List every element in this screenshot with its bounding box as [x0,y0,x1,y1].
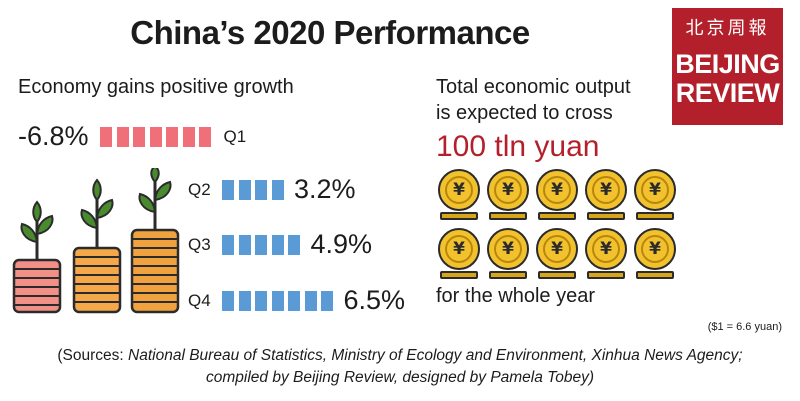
bar-segment-q1 [182,127,195,147]
bar-segment-q2 [238,180,251,200]
coin-stack-small [12,200,62,314]
sources-prefix: (Sources: [57,347,129,364]
yuan-symbol: ¥ [592,176,620,204]
output-heading-line1: Total economic output [436,76,631,98]
yuan-symbol: ¥ [494,176,522,204]
logo-chinese-text: 北京周報 [685,18,770,39]
bar-segment-q2 [255,180,267,200]
coin-base [636,271,674,279]
bar-segment-q1 [116,127,129,147]
bar-segment-q1 [199,127,211,147]
bar-segment-q3 [255,235,267,255]
bar-segment-q1 [166,127,178,147]
sources-list: National Bureau of Statistics, Ministry … [128,347,743,364]
bar-segment-q4 [271,291,284,311]
coin-base [489,271,527,279]
output-heading-line2: is expected to cross [436,102,613,124]
exchange-rate-note: ($1 = 6.6 yuan) [707,321,782,333]
value-label-q2: 3.2% [294,174,356,204]
bar-segment-q3 [288,235,300,255]
coin-base [587,212,625,220]
coin-base [440,271,478,279]
yuan-coin-icon: ¥ [438,169,480,211]
coin-base [489,212,527,220]
category-label-q3: Q3 [188,235,211,254]
bar-segment-q4 [321,291,333,311]
bar-segment-q4 [238,291,251,311]
logo-line2: REVIEW [675,78,780,108]
plant-coin-stacks-illustration [12,168,180,314]
category-label-q1: Q1 [223,127,247,146]
yuan-coin-icon: ¥ [487,169,529,211]
yuan-symbol: ¥ [641,176,669,204]
yuan-coin-icon: ¥ [536,228,578,270]
coin-base [440,212,478,220]
bar-segment-q1 [100,127,112,147]
yuan-symbol: ¥ [543,235,571,263]
yuan-coin-icon: ¥ [487,228,529,270]
yuan-symbol: ¥ [543,176,571,204]
yuan-symbol: ¥ [494,235,522,263]
bar-segment-q4 [255,291,267,311]
bar-segment-q1 [133,127,145,147]
economy-heading: Economy gains positive growth [18,76,294,98]
category-label-q2: Q2 [188,180,211,199]
bar-segment-q1 [149,127,162,147]
bar-segment-q4 [288,291,300,311]
yuan-coin-icon: ¥ [438,228,480,270]
coin-base [587,271,625,279]
output-value: 100 tln yuan [436,130,600,163]
yuan-coin-icon: ¥ [634,169,676,211]
yuan-coin-icon: ¥ [585,228,627,270]
category-label-q4: Q4 [188,291,211,310]
yuan-coin-icon: ¥ [634,228,676,270]
coin-base [538,271,576,279]
coin-stack-tall [130,168,180,314]
bar-segment-q2 [271,180,284,200]
page-title: China’s 2020 Performance [130,14,530,51]
value-label-q3: 4.9% [310,229,373,259]
output-footer: for the whole year [436,285,595,307]
coin-base [538,212,576,220]
bar-segment-q3 [238,235,251,255]
bar-segment-q3 [271,235,284,255]
bar-segment-q2 [222,180,234,200]
yuan-symbol: ¥ [445,176,473,204]
logo-line1: BEIJING [675,49,780,79]
yuan-symbol: ¥ [445,235,473,263]
value-label-q1: -6.8% [18,121,89,151]
bar-segment-q4 [304,291,317,311]
sources-line1: (Sources: National Bureau of Statistics,… [0,345,800,367]
value-label-q4: 6.5% [343,285,406,315]
beijing-review-logo: 北京周報 BEIJING REVIEW [672,8,783,125]
yuan-coin-icon: ¥ [585,169,627,211]
yuan-symbol: ¥ [592,235,620,263]
yuan-coin-icon: ¥ [536,169,578,211]
bar-segment-q4 [222,291,234,311]
yuan-symbol: ¥ [641,235,669,263]
bar-segment-q3 [222,235,234,255]
sources-line2: compiled by Beijing Review, designed by … [205,369,594,386]
coin-base [636,212,674,220]
coin-stack-medium [72,178,122,314]
